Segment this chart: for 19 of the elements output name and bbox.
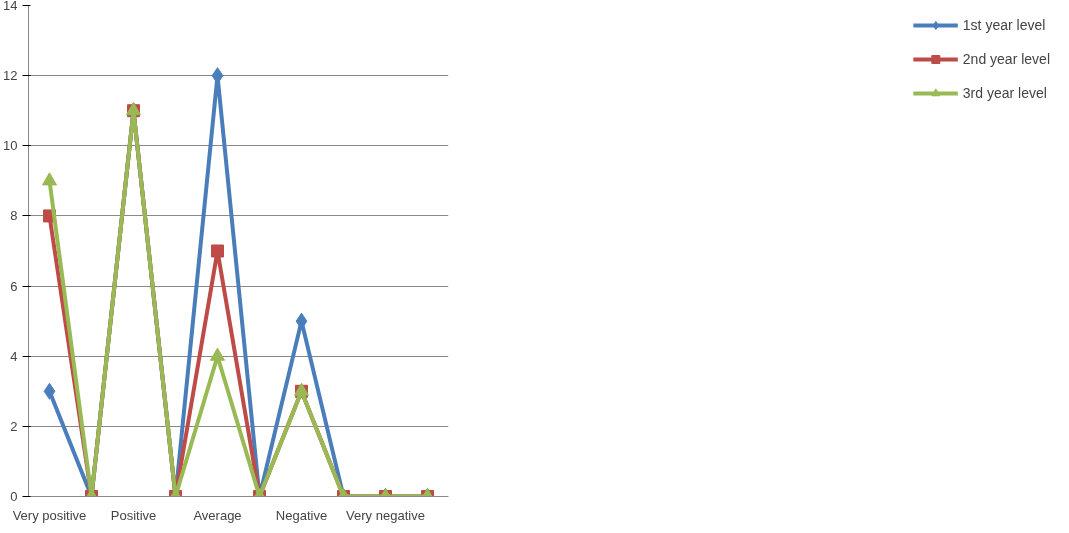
y-tick-label: 10 bbox=[3, 138, 18, 154]
x-tick-label: Very positive bbox=[12, 507, 87, 523]
point bbox=[211, 244, 224, 258]
legend-label: 2nd year level bbox=[962, 51, 1050, 67]
x-tick-label: Very negative bbox=[346, 507, 425, 523]
y-tick-label: 14 bbox=[3, 0, 18, 13]
y-tick-label: 12 bbox=[3, 68, 18, 84]
y-tick-label: 0 bbox=[10, 489, 18, 504]
point bbox=[42, 172, 57, 186]
y-tick-label: 8 bbox=[10, 208, 18, 224]
x-tick-label: Positive bbox=[110, 507, 157, 523]
legend-label: 3rd year level bbox=[962, 85, 1047, 101]
y-tick-label: 2 bbox=[10, 418, 18, 434]
legend-label: 1st year level bbox=[962, 17, 1046, 33]
y-tick-label: 6 bbox=[10, 278, 18, 294]
y-tick-label: 4 bbox=[10, 348, 18, 364]
point bbox=[210, 347, 225, 361]
x-tick-label: Average bbox=[193, 507, 242, 523]
x-tick-label: Negative bbox=[275, 507, 328, 523]
